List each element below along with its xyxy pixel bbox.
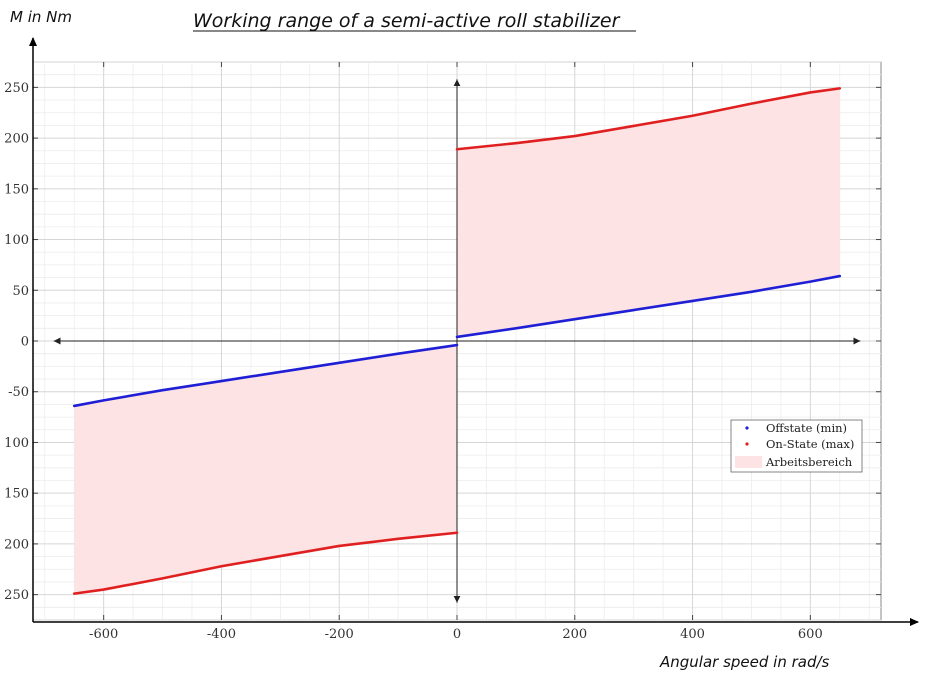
offstate-line xyxy=(455,274,842,339)
y-tick-label: 100 xyxy=(4,233,29,248)
tick-marks xyxy=(33,62,881,620)
legend-label: Arbeitsbereich xyxy=(765,455,853,469)
working-range-fills xyxy=(74,88,840,594)
x-tick-label: 400 xyxy=(680,627,705,642)
onstate-line xyxy=(72,531,459,595)
x-tick-label: 600 xyxy=(798,627,823,642)
working-range-area xyxy=(74,345,457,594)
offstate-line xyxy=(72,343,459,408)
x-tick-label: -600 xyxy=(89,627,118,642)
y-axis-label: M in Nm xyxy=(10,8,72,26)
x-tick-label: 0 xyxy=(453,627,461,642)
legend-label: Offstate (min) xyxy=(766,421,847,435)
y-tick-label: 150 xyxy=(4,182,29,197)
legend-label: On-State (max) xyxy=(766,437,854,451)
outer-axes xyxy=(29,37,919,626)
y-tick-label: 250 xyxy=(4,588,29,603)
legend-fill-swatch xyxy=(735,456,762,468)
tick-labels: -600 -400 -200 0 200 400 600 250 200 150 100 50 0 -50… xyxy=(4,81,823,642)
chart-title: Working range of a semi-active roll stab… xyxy=(193,10,621,32)
y-tick-label: 150 xyxy=(4,487,29,502)
x-tick-label: -400 xyxy=(207,627,236,642)
y-tick-label: 250 xyxy=(4,81,29,96)
legend-marker xyxy=(745,442,749,446)
y-tick-label: 50 xyxy=(12,284,29,299)
y-tick-label: -50 xyxy=(8,385,29,400)
y-tick-label: 200 xyxy=(4,132,29,147)
y-tick-label: 100 xyxy=(4,436,29,451)
legend-marker xyxy=(745,426,749,430)
y-tick-label: 0 xyxy=(21,335,29,350)
onstate-line xyxy=(455,87,842,151)
y-tick-label: 200 xyxy=(4,537,29,552)
x-tick-label: 200 xyxy=(562,627,587,642)
x-tick-label: -200 xyxy=(325,627,354,642)
x-axis-label: Angular speed in rad/s xyxy=(659,653,830,671)
working-range-area xyxy=(457,88,840,337)
inner-axes xyxy=(53,79,861,603)
series-lines xyxy=(72,87,842,595)
legend: Offstate (min) On-State (max) Arbeitsberei… xyxy=(730,419,863,473)
